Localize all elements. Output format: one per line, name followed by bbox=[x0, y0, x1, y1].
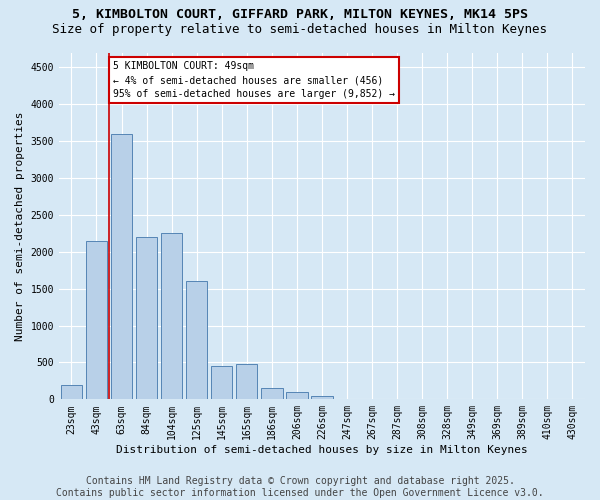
Bar bbox=[86, 240, 107, 400]
Bar bbox=[61, 384, 82, 400]
Text: 5 KIMBOLTON COURT: 49sqm
← 4% of semi-detached houses are smaller (456)
95% of s: 5 KIMBOLTON COURT: 49sqm ← 4% of semi-de… bbox=[113, 62, 395, 100]
Bar bbox=[236, 364, 257, 400]
Bar bbox=[286, 392, 308, 400]
X-axis label: Distribution of semi-detached houses by size in Milton Keynes: Distribution of semi-detached houses by … bbox=[116, 445, 528, 455]
Text: Size of property relative to semi-detached houses in Milton Keynes: Size of property relative to semi-detach… bbox=[53, 22, 548, 36]
Bar bbox=[211, 366, 232, 400]
Text: Contains HM Land Registry data © Crown copyright and database right 2025.
Contai: Contains HM Land Registry data © Crown c… bbox=[56, 476, 544, 498]
Bar bbox=[311, 396, 332, 400]
Bar bbox=[261, 388, 283, 400]
Bar bbox=[111, 134, 132, 400]
Text: 5, KIMBOLTON COURT, GIFFARD PARK, MILTON KEYNES, MK14 5PS: 5, KIMBOLTON COURT, GIFFARD PARK, MILTON… bbox=[72, 8, 528, 20]
Y-axis label: Number of semi-detached properties: Number of semi-detached properties bbox=[15, 111, 25, 340]
Bar bbox=[136, 237, 157, 400]
Bar bbox=[186, 282, 208, 400]
Bar bbox=[161, 234, 182, 400]
